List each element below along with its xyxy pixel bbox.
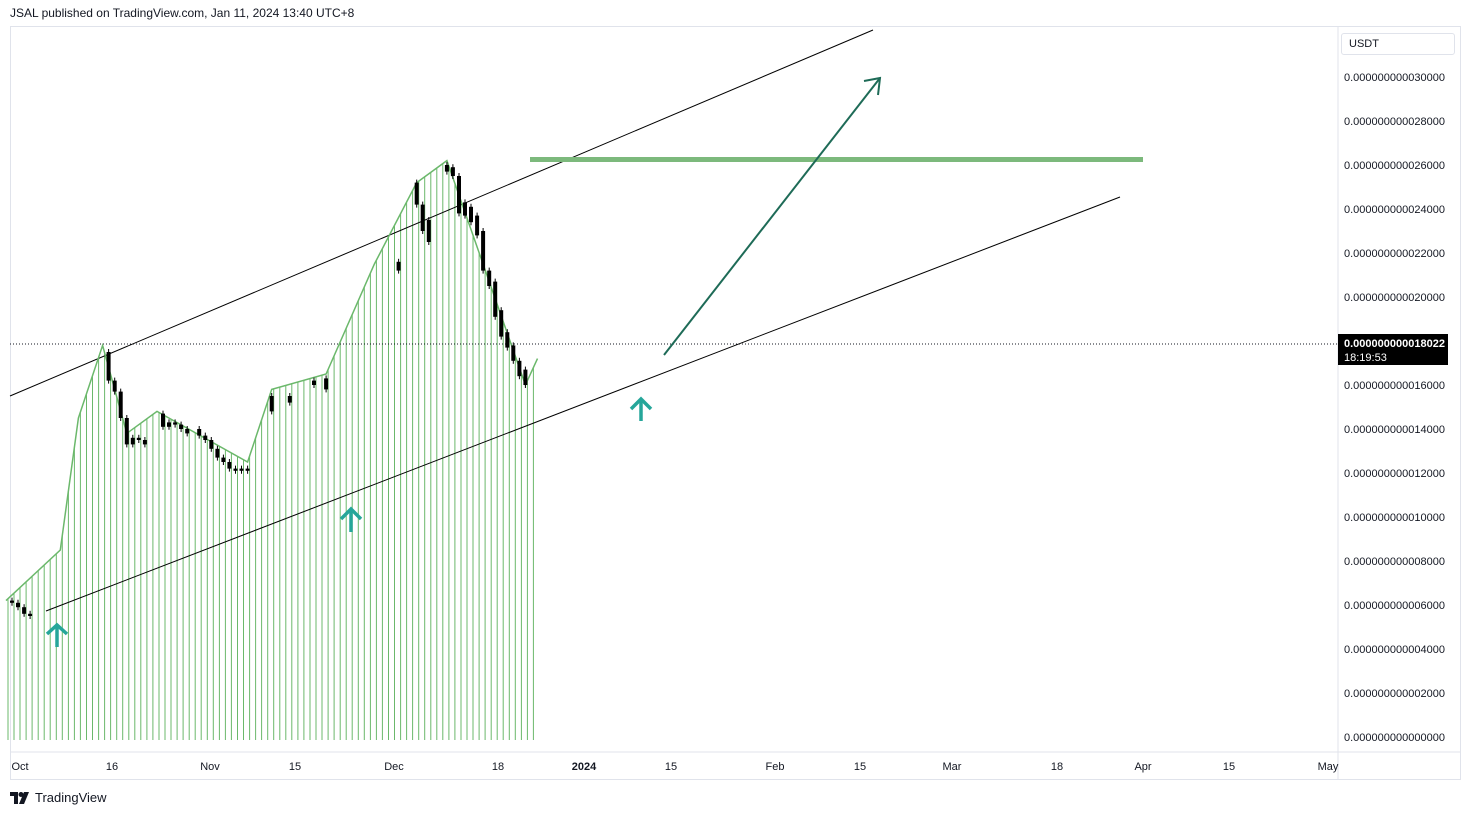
price-tick-label: 0.000000000006000 [1344,600,1445,612]
brand-name: TradingView [35,790,107,805]
time-tick-label: 15 [1223,761,1235,773]
candle [185,429,190,434]
price-tick-label: 0.000000000002000 [1344,688,1445,700]
candle [28,613,33,616]
support-marker-2-icon [339,506,363,532]
current-price-value: 0.000000000018022 [1344,338,1445,350]
published-caption: JSAL published on TradingView.com, Jan 1… [10,6,355,20]
time-tick-label: Mar [943,761,962,773]
price-tick-label: 0.000000000016000 [1344,380,1445,392]
candles [10,162,528,619]
candle [106,352,111,381]
candle [324,378,329,390]
price-tick-label: 0.000000000022000 [1344,248,1445,260]
candle [487,270,492,286]
candle [450,167,455,176]
price-tick-label: 0.000000000004000 [1344,644,1445,656]
candle [215,448,220,458]
candle [239,468,244,471]
support-marker-3-icon [629,396,653,421]
current-price-label: 0.000000000018022 18:19:53 [1338,334,1448,365]
price-line [5,159,539,602]
chart-frame [10,26,1461,780]
candle [517,360,522,377]
price-tick-label: 0.000000000030000 [1344,72,1445,84]
time-tick-label: 16 [106,761,118,773]
price-tick-label: 0.000000000028000 [1344,116,1445,128]
time-tick-label: May [1318,761,1339,773]
currency-selector[interactable]: USDT [1341,33,1455,55]
candle [112,380,117,392]
candle [179,424,184,429]
resistance-zone[interactable] [530,157,1143,162]
channel-upper-line[interactable] [9,29,874,397]
candle [511,345,516,361]
candle [469,206,473,223]
candle [499,310,504,337]
price-tick-label: 0.000000000000000 [1344,732,1445,744]
time-tick-label: Nov [200,761,220,773]
candle [420,204,425,231]
tradingview-logo[interactable]: TradingView [10,790,107,805]
candle [161,413,165,427]
candle [396,261,401,271]
support-marker-1-icon [45,622,69,647]
candle [414,182,419,205]
candle [136,437,141,440]
candle [481,231,486,271]
candle [130,437,135,445]
candle [167,422,171,427]
candle [118,391,123,418]
candle [233,468,238,471]
candle [475,215,480,236]
price-tick-label: 0.000000000010000 [1344,512,1445,524]
price-tick-label: 0.000000000026000 [1344,160,1445,172]
price-axis[interactable]: 0.000000000030000 0.000000000028000 0.0000… [1344,72,1445,744]
candle [142,440,147,445]
time-tick-label: Apr [1134,761,1151,773]
candle [124,418,129,445]
candle [493,281,498,317]
time-tick-label: 15 [854,761,866,773]
time-tick-label: Dec [384,761,404,773]
candle [22,607,27,614]
channel-lower-line[interactable] [45,196,1121,612]
candle [523,369,528,385]
time-axis[interactable]: Oct 16 Nov 15 Dec 18 2024 15 Feb 15 Mar 18 Apr 15 May [11,761,1338,773]
price-tick-label: 0.000000000008000 [1344,556,1445,568]
time-tick-label: Oct [11,761,28,773]
price-tick-label: 0.000000000014000 [1344,424,1445,436]
candle [221,457,226,462]
candle [16,602,20,608]
candle [444,165,449,172]
candle [245,468,250,471]
candle [312,380,316,385]
candle [426,220,431,242]
tradingview-logo-icon [10,791,29,804]
time-tick-label: 15 [665,761,677,773]
target-arrow[interactable] [663,76,882,356]
candle [287,396,292,403]
candle [457,176,461,214]
time-tick-label: 15 [289,761,301,773]
candle [227,462,232,469]
candle [505,332,510,348]
countdown-timer: 18:19:53 [1344,352,1387,364]
time-tick-label: 2024 [572,761,597,773]
price-tick-label: 0.000000000024000 [1344,204,1445,216]
candle [209,440,214,449]
time-tick-label: 18 [1051,761,1063,773]
time-tick-label: Feb [766,761,785,773]
price-tick-label: 0.000000000012000 [1344,468,1445,480]
candle [197,429,202,436]
candle [269,396,274,412]
volume-bars [7,163,534,740]
candle [463,202,467,216]
candle [203,435,208,440]
candle [173,422,178,425]
time-tick-label: 18 [492,761,504,773]
price-tick-label: 0.000000000020000 [1344,292,1445,304]
candle [10,600,14,603]
